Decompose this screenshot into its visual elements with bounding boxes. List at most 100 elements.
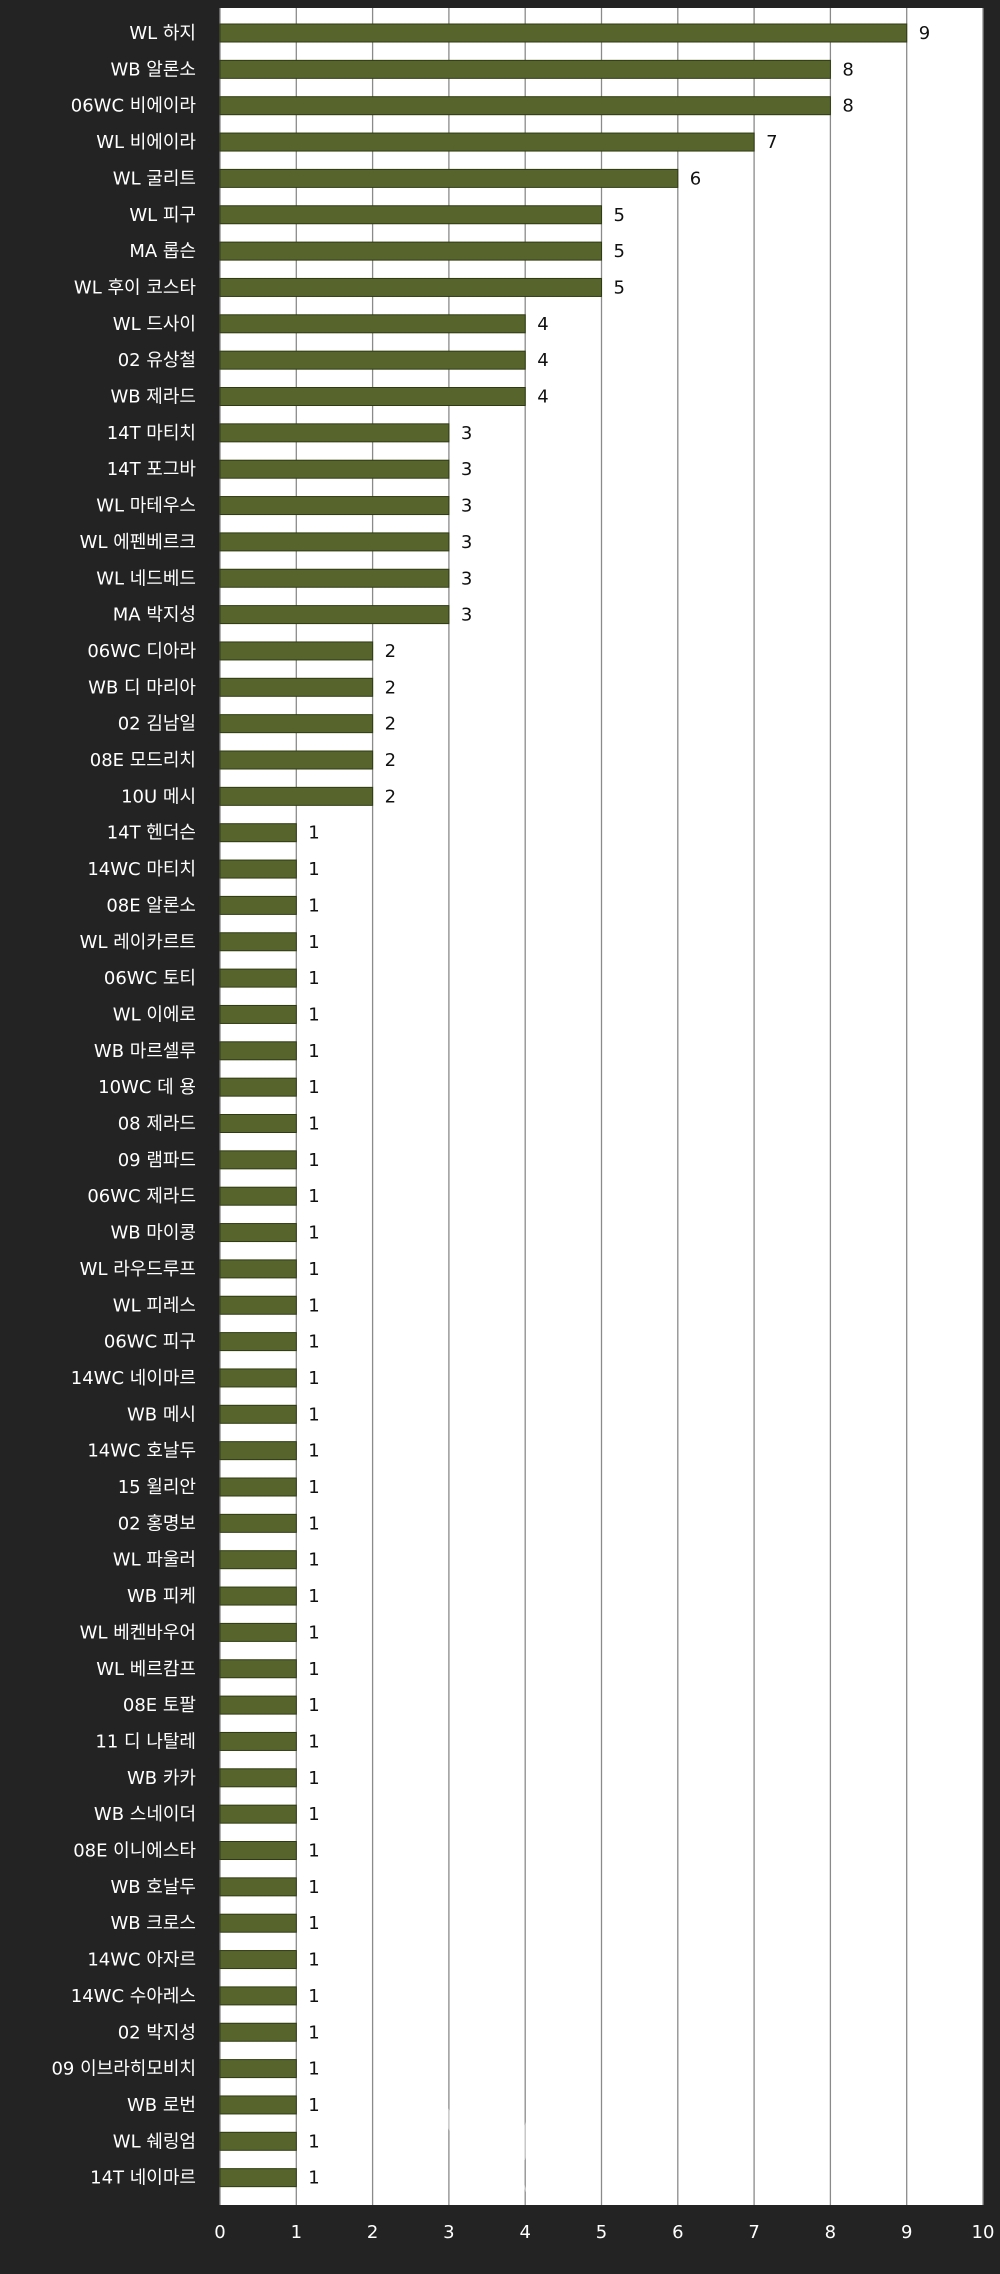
bar-value-label: 1 xyxy=(308,1804,319,1825)
category-label: WL 파울러 xyxy=(113,1550,196,1571)
category-label: WB 크로스 xyxy=(110,1913,196,1934)
bar-value-label: 1 xyxy=(308,1841,319,1862)
bar xyxy=(219,459,450,479)
bar xyxy=(219,1586,297,1606)
bar-value-label: 1 xyxy=(308,1913,319,1934)
bar-value-label: 3 xyxy=(461,423,472,444)
bar xyxy=(219,859,297,879)
bar xyxy=(219,1950,297,1970)
bar-value-label: 1 xyxy=(308,932,319,953)
bar xyxy=(219,1841,297,1860)
bar-value-label: 1 xyxy=(308,1550,319,1571)
bars xyxy=(219,23,908,2188)
bar-value-label: 1 xyxy=(308,1731,319,1752)
bar-value-label: 5 xyxy=(614,241,625,262)
bar-value-label: 1 xyxy=(308,1877,319,1898)
bar xyxy=(219,23,908,43)
category-label: 14WC 네이마르 xyxy=(71,1368,196,1389)
x-axis-ticks: 0 1 2 3 4 5 6 7 8 9 10 xyxy=(214,2222,994,2243)
bar xyxy=(219,241,602,261)
category-label: 06WC 토티 xyxy=(104,968,196,989)
bar-value-label: 1 xyxy=(308,1513,319,1534)
watermark-url: www.inven.co.kr xyxy=(464,2177,596,2196)
bar xyxy=(219,2131,297,2151)
bar xyxy=(219,1768,297,1788)
x-tick-label: 0 xyxy=(214,2222,225,2243)
bar-value-label: 8 xyxy=(842,96,853,117)
bar xyxy=(219,1695,297,1715)
category-label: WL 에펜베르크 xyxy=(80,532,196,553)
category-label: WB 제라드 xyxy=(110,387,196,408)
bar xyxy=(219,277,602,297)
bar xyxy=(219,1477,297,1497)
bar-value-label: 1 xyxy=(308,1186,319,1207)
bar-value-label: 1 xyxy=(308,1150,319,1171)
category-label: WL 네드베드 xyxy=(96,568,196,589)
category-label: 14T 마티치 xyxy=(107,423,196,444)
category-label: WL 하지 xyxy=(129,23,196,44)
bar-value-label: 1 xyxy=(308,1004,319,1025)
category-label: 15 윌리안 xyxy=(118,1477,196,1498)
bar xyxy=(219,205,602,225)
bar-value-label: 1 xyxy=(308,2095,319,2116)
bar-value-label: 5 xyxy=(614,205,625,226)
bar xyxy=(219,132,755,152)
category-label: 06WC 제라드 xyxy=(87,1186,196,1207)
gridlines xyxy=(219,8,984,2205)
category-label: 08E 모드리치 xyxy=(90,750,196,771)
category-label: WL 베르캄프 xyxy=(96,1659,196,1680)
category-label: MA 롭슨 xyxy=(129,241,196,262)
bar xyxy=(219,1513,297,1533)
bar xyxy=(219,1550,297,1570)
bar-value-label: 3 xyxy=(461,568,472,589)
x-tick-label: 6 xyxy=(672,2222,683,2243)
category-label: 06WC 피구 xyxy=(104,1332,196,1353)
bar-value-label: 8 xyxy=(842,59,853,80)
category-label: 02 유상철 xyxy=(118,350,196,371)
category-label: WB 디 마리아 xyxy=(88,677,196,698)
category-label: MA 박지성 xyxy=(113,605,196,626)
bar-value-label: 1 xyxy=(308,968,319,989)
bar xyxy=(219,1259,297,1279)
bar-value-label: 1 xyxy=(308,1441,319,1462)
category-label: 08E 토팔 xyxy=(123,1695,196,1716)
x-tick-label: 9 xyxy=(901,2222,912,2243)
x-tick-label: 4 xyxy=(519,2222,530,2243)
category-label: WL 피구 xyxy=(129,205,196,226)
category-label: 14WC 수아레스 xyxy=(71,1986,196,2007)
bar xyxy=(219,314,526,334)
bar xyxy=(219,786,374,806)
bar xyxy=(219,1404,297,1424)
bar xyxy=(219,568,450,588)
bar xyxy=(219,350,526,370)
bar xyxy=(219,1150,297,1170)
bar-value-label: 4 xyxy=(537,387,548,408)
bar-value-label: 1 xyxy=(308,1695,319,1716)
category-label: WL 이에로 xyxy=(113,1004,196,1025)
bar xyxy=(219,2168,297,2188)
bar xyxy=(219,605,450,625)
x-tick-label: 5 xyxy=(596,2222,607,2243)
bar-value-label: 1 xyxy=(308,1622,319,1643)
category-label: WL 쉐링엄 xyxy=(113,2131,196,2152)
bar xyxy=(219,1295,297,1315)
bar-value-label: 1 xyxy=(308,1404,319,1425)
bar xyxy=(219,968,297,988)
category-label: WL 굴리트 xyxy=(113,168,196,189)
bar xyxy=(219,423,450,443)
category-label: WL 피레스 xyxy=(113,1295,196,1316)
category-label: WB 마르셀루 xyxy=(94,1041,196,1062)
bar xyxy=(219,1731,297,1751)
bar xyxy=(219,1441,297,1461)
category-labels: WL 하지 WB 알론소 06WC 비에이라 WL 비에이라 WL 굴리트 WL 피구 MA… xyxy=(51,23,196,2189)
bar xyxy=(219,823,297,843)
category-label: 14T 포그바 xyxy=(107,459,197,480)
watermark-logo: INVEN xyxy=(397,2095,662,2177)
data-labels: 9 8 8 7 6 5 5 5 4 4 4 3 3 3 3 3 3 2 2 2 2 2 1 1 1 1 1 1 1 1 1 1 1 1 1 1 1 1 1 1… xyxy=(308,23,930,2189)
category-label: 10U 메시 xyxy=(121,786,196,807)
bar-value-label: 1 xyxy=(308,1295,319,1316)
bar xyxy=(219,1986,297,2006)
category-label: WB 호날두 xyxy=(110,1877,196,1898)
bar-value-label: 1 xyxy=(308,2168,319,2189)
